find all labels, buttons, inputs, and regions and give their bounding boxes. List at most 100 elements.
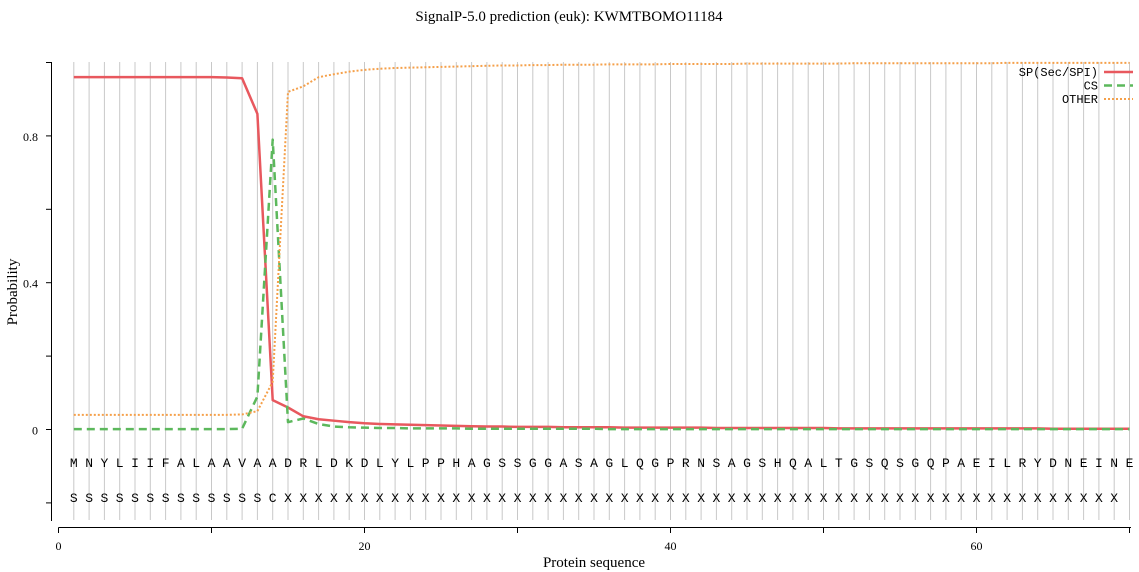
residue-letter: S (865, 456, 873, 471)
residue-letter: S (896, 456, 904, 471)
residue-letter: G (544, 456, 552, 471)
annotation-letter: X (896, 491, 904, 506)
annotation-letter: S (85, 491, 93, 506)
residue-letter: D (284, 456, 292, 471)
annotation-letter: X (651, 491, 659, 506)
chart-title: SignalP-5.0 prediction (euk): KWMTBOMO11… (415, 9, 723, 25)
residue-letter: S (498, 456, 506, 471)
residue-letter: M (70, 456, 78, 471)
residue-letter: A (590, 456, 598, 471)
residue-letter: G (651, 456, 659, 471)
residue-letter: N (1110, 456, 1118, 471)
axes: 0 0.4 0.8 0 20 40 60 (23, 62, 1131, 553)
residue-letter: G (850, 456, 858, 471)
residue-letter: A (957, 456, 965, 471)
annotation-letter: X (820, 491, 828, 506)
residue-letter: L (192, 456, 200, 471)
residue-letter: R (682, 456, 690, 471)
residue-letter: A (468, 456, 476, 471)
residue-letter: Q (881, 456, 889, 471)
residue-letter: G (743, 456, 751, 471)
annotation-letter: X (804, 491, 812, 506)
series-lines (73, 61, 1130, 431)
residue-letter: L (1003, 456, 1011, 471)
annotation-letter: X (1018, 491, 1026, 506)
annotation-letter: X (957, 491, 965, 506)
annotation-letter: X (376, 491, 384, 506)
annotation-letter: S (116, 491, 124, 506)
residue-letter: A (559, 456, 567, 471)
residue-letter: Q (789, 456, 797, 471)
annotation-letter: S (146, 491, 154, 506)
residue-letter: L (406, 456, 414, 471)
residue-letter: H (452, 456, 460, 471)
annotation-letter: X (927, 491, 935, 506)
residue-letter: S (575, 456, 583, 471)
residue-letter: N (1064, 456, 1072, 471)
annotation-letter: X (697, 491, 705, 506)
annotation-letter: X (514, 491, 522, 506)
x-tick-label: 40 (665, 539, 677, 553)
annotation-letter: X (942, 491, 950, 506)
annotation-letter: X (728, 491, 736, 506)
annotation-letter: S (192, 491, 200, 506)
annotation-letter: X (315, 491, 323, 506)
residue-letter: F (162, 456, 170, 471)
annotation-letter: X (835, 491, 843, 506)
annotation-letter: X (712, 491, 720, 506)
residue-letter: S (758, 456, 766, 471)
series-line-sp-sec-spi (73, 75, 1130, 431)
x-tick-label: 20 (359, 539, 371, 553)
residue-letter: A (177, 456, 185, 471)
annotation-letter: C (269, 491, 277, 506)
annotation-letter: X (299, 491, 307, 506)
legend-label: SP(Sec/SPI) (1019, 66, 1098, 80)
residue-letter: A (223, 456, 231, 471)
residue-letter: G (605, 456, 613, 471)
residue-letter: I (131, 456, 139, 471)
annotation-letter: X (1003, 491, 1011, 506)
residue-letter: E (1126, 456, 1134, 471)
annotation-letter: X (1034, 491, 1042, 506)
residue-letter: V (238, 456, 246, 471)
residue-letter: D (361, 456, 369, 471)
residue-letter: G (483, 456, 491, 471)
residue-letter: A (804, 456, 812, 471)
residue-letter: L (116, 456, 124, 471)
y-axis-label: Probability (5, 258, 21, 325)
annotation-letter: X (911, 491, 919, 506)
annotation-letter: X (330, 491, 338, 506)
residue-letter: N (697, 456, 705, 471)
residue-letter: L (376, 456, 384, 471)
annotation-letter: X (422, 491, 430, 506)
annotation-letter: X (452, 491, 460, 506)
annotation-letter: X (621, 491, 629, 506)
annotation-letter: X (361, 491, 369, 506)
annotation-letter: S (162, 491, 170, 506)
annotation-letter: X (1095, 491, 1103, 506)
annotation-letter: X (774, 491, 782, 506)
residue-letter: L (820, 456, 828, 471)
annotation-letter: X (468, 491, 476, 506)
annotation-letter: X (789, 491, 797, 506)
residue-letter: K (345, 456, 353, 471)
residue-letter: R (299, 456, 307, 471)
residue-letter: P (437, 456, 445, 471)
x-axis-label: Protein sequence (543, 555, 645, 571)
series-line-other (73, 61, 1130, 416)
annotation-letter: X (437, 491, 445, 506)
residue-letter: P (422, 456, 430, 471)
annotation-letter: X (345, 491, 353, 506)
residue-letter: P (667, 456, 675, 471)
residue-letter: H (774, 456, 782, 471)
residue-letter: G (529, 456, 537, 471)
y-tick-label: 0.8 (23, 130, 38, 144)
residue-letter: R (1018, 456, 1026, 471)
residue-letter: L (315, 456, 323, 471)
residue-letter: Q (636, 456, 644, 471)
legend-label: CS (1084, 80, 1098, 94)
annotation-letter: X (973, 491, 981, 506)
annotation-letter: X (529, 491, 537, 506)
